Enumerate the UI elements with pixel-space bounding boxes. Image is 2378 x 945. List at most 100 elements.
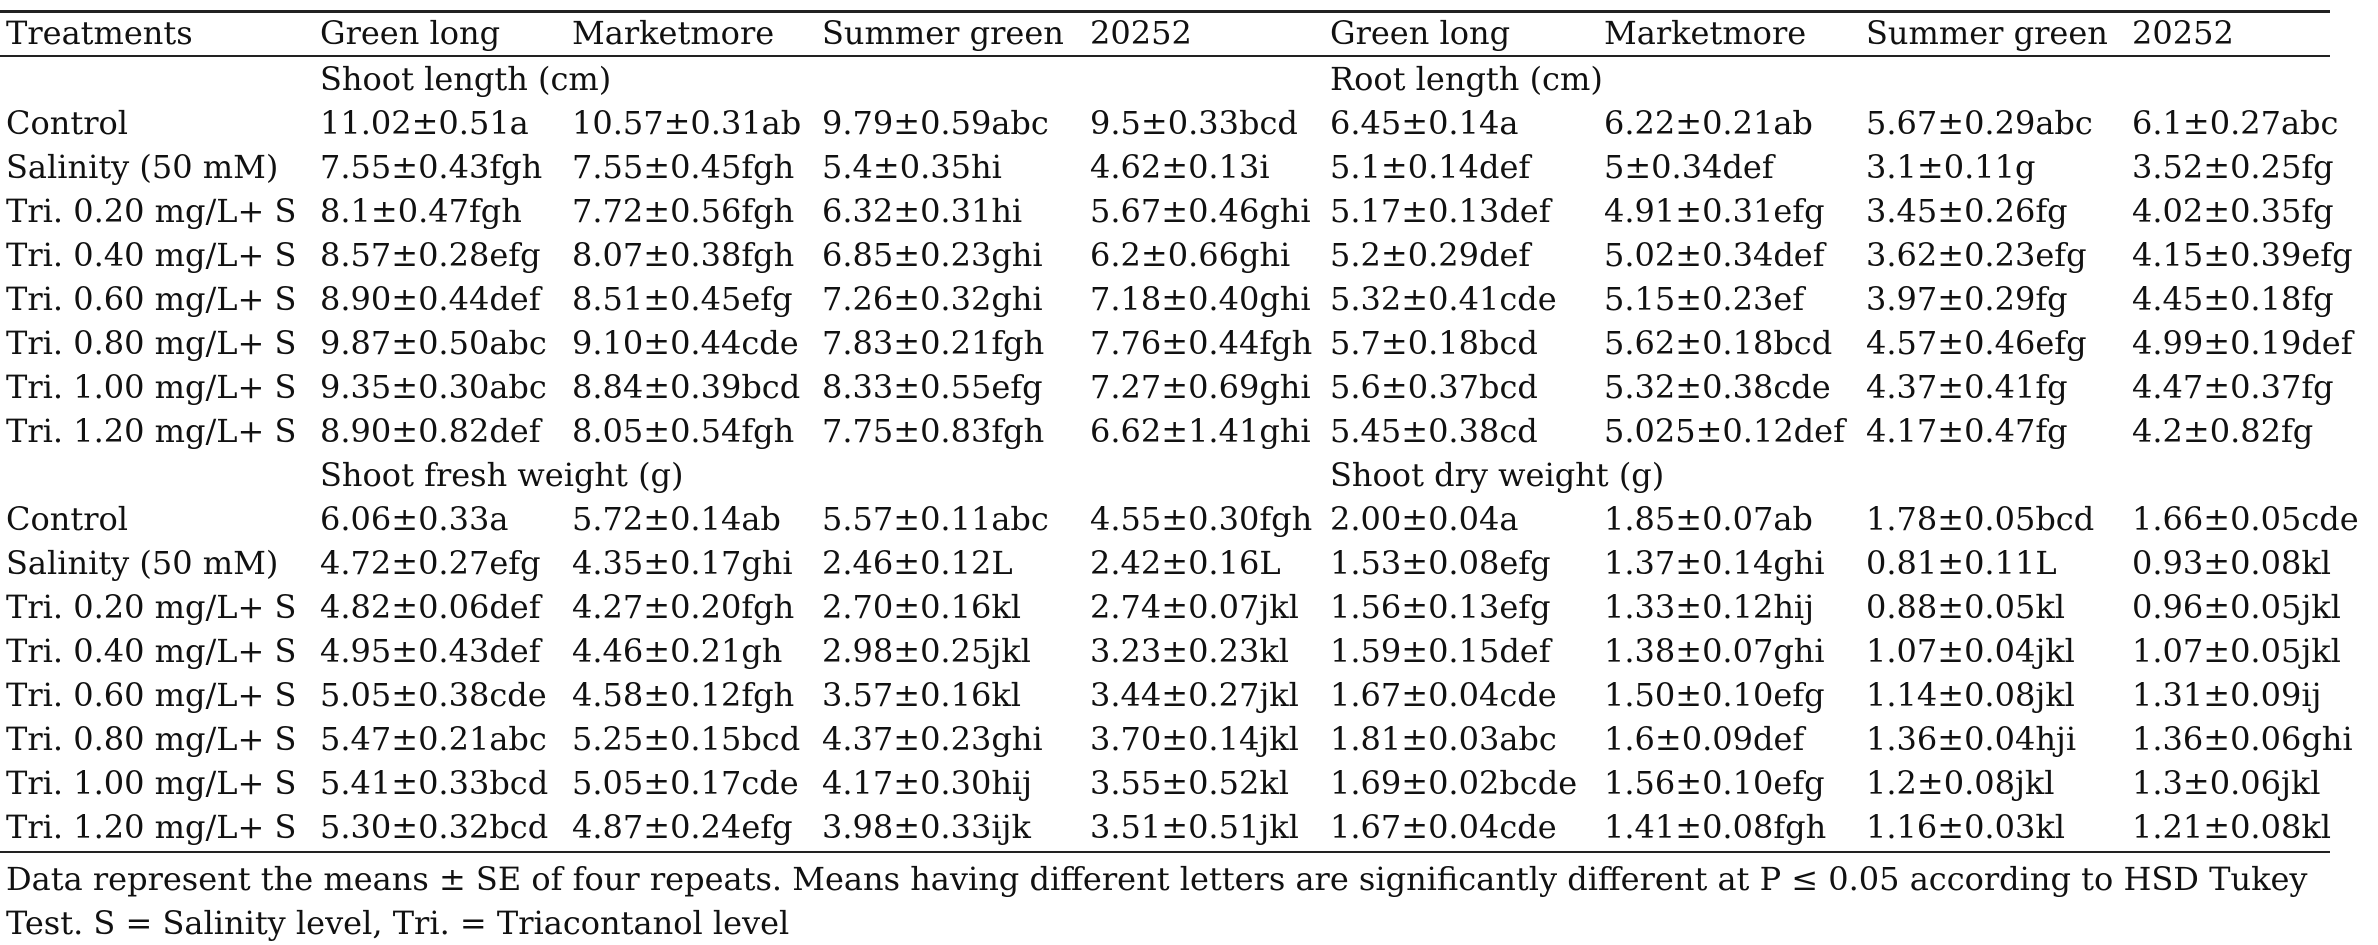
table-cell: 4.95±0.43def [320,632,541,670]
table-cell: 9.79±0.59abc [822,104,1049,142]
treatment-label: Tri. 1.00 mg/L+ S [6,764,297,802]
header-marketmore-left: Marketmore [572,14,775,52]
table-cell: 5.32±0.38cde [1604,368,1831,406]
treatment-label: Tri. 0.80 mg/L+ S [6,720,297,758]
table-cell: 6.62±1.41ghi [1090,412,1311,450]
table-cell: 5.17±0.13def [1330,192,1551,230]
table-cell: 7.75±0.83fgh [822,412,1045,450]
table-cell: 2.46±0.12L [822,544,1013,582]
table-cell: 6.22±0.21ab [1604,104,1813,142]
table-cell: 1.81±0.03abc [1330,720,1557,758]
table-row: Tri. 0.60 mg/L+ S 5.05±0.38cde 4.58±0.12fg… [0,673,2330,717]
table-cell: 6.32±0.31hi [822,192,1023,230]
table-cell: 1.59±0.15def [1330,632,1551,670]
table-row: Tri. 1.20 mg/L+ S 5.30±0.32bcd 4.87±0.24ef… [0,805,2331,849]
table-header-rule [0,55,2330,57]
header-green-long-left: Green long [320,14,501,52]
table-cell: 3.62±0.23efg [1866,236,2087,274]
table-row: Control 6.06±0.33a 5.72±0.14ab 5.57±0.11abc… [0,497,2359,541]
treatment-label: Tri. 1.20 mg/L+ S [6,412,297,450]
header-summer-green-left: Summer green [822,14,1064,52]
table-cell: 8.84±0.39bcd [572,368,801,406]
header-marketmore-right: Marketmore [1604,14,1807,52]
table-cell: 1.37±0.14ghi [1604,544,1825,582]
table-cell: 2.74±0.07jkl [1090,588,1299,626]
table-cell: 2.42±0.16L [1090,544,1281,582]
table-cell: 1.56±0.13efg [1330,588,1551,626]
table-cell: 5.7±0.18bcd [1330,324,1538,362]
table-cell: 0.93±0.08kl [2132,544,2331,582]
table-cell: 3.23±0.23kl [1090,632,1289,670]
table-cell: 5.4±0.35hi [822,148,1002,186]
table-cell: 9.87±0.50abc [320,324,547,362]
table-cell: 5.45±0.38cd [1330,412,1538,450]
table-cell: 8.33±0.55efg [822,368,1043,406]
table-cell: 7.76±0.44fgh [1090,324,1313,362]
table-cell: 3.44±0.27jkl [1090,676,1299,714]
table-row: Tri. 0.40 mg/L+ S 4.95±0.43def 4.46±0.21gh… [0,629,2341,673]
table-row: Salinity (50 mM) 4.72±0.27efg 4.35±0.17ghi… [0,541,2331,585]
table-cell: 4.62±0.13i [1090,148,1270,186]
treatment-label: Salinity (50 mM) [6,148,279,186]
header-treatments: Treatments [6,14,193,52]
header-green-long-right: Green long [1330,14,1511,52]
table-cell: 4.2±0.82fg [2132,412,2314,450]
table-cell: 4.55±0.30fgh [1090,500,1313,538]
table-cell: 8.90±0.82def [320,412,541,450]
treatment-label: Tri. 0.60 mg/L+ S [6,676,297,714]
header-20252-left: 20252 [1090,14,1192,52]
table-cell: 1.07±0.04jkl [1866,632,2075,670]
table-cell: 1.6±0.09def [1604,720,1805,758]
table-row: Control 11.02±0.51a 10.57±0.31ab 9.79±0.59a… [0,101,2338,145]
table-cell: 1.85±0.07ab [1604,500,1813,538]
table-cell: 2.70±0.16kl [822,588,1021,626]
table-row: Salinity (50 mM) 7.55±0.43fgh 7.55±0.45fgh… [0,145,2334,189]
table-header-row: Treatments Green long Marketmore Summer … [0,11,2330,55]
section-title-shoot-length: Shoot length (cm) [320,60,612,98]
treatment-label: Tri. 1.00 mg/L+ S [6,368,297,406]
table-footnote: Data represent the means ± SE of four re… [6,860,2308,942]
treatment-label: Control [6,500,129,538]
table-cell: 1.14±0.08jkl [1866,676,2075,714]
treatment-label: Salinity (50 mM) [6,544,279,582]
section-title-shoot-dry-weight: Shoot dry weight (g) [1330,456,1665,494]
table-row: Tri. 0.80 mg/L+ S 9.87±0.50abc 9.10±0.44cd… [0,321,2353,365]
treatment-label: Control [6,104,129,142]
table-cell: 1.36±0.04hji [1866,720,2077,758]
table-cell: 5.15±0.23ef [1604,280,1805,318]
section-title-root-length: Root length (cm) [1330,60,1603,98]
table-cell: 6.1±0.27abc [2132,104,2339,142]
table-row: Tri. 1.20 mg/L+ S 8.90±0.82def 8.05±0.54fg… [0,409,2330,453]
table-cell: 4.58±0.12fgh [572,676,795,714]
table-cell: 5.72±0.14ab [572,500,781,538]
table-cell: 5±0.34def [1604,148,1774,186]
table-cell: 0.81±0.11L [1866,544,2057,582]
table-cell: 1.41±0.08fgh [1604,808,1827,846]
table-cell: 6.06±0.33a [320,500,509,538]
table-cell: 4.17±0.47fg [1866,412,2068,450]
table-cell: 7.72±0.56fgh [572,192,795,230]
table-cell: 8.51±0.45efg [572,280,793,318]
table-row: Tri. 0.20 mg/L+ S 4.82±0.06def 4.27±0.20fg… [0,585,2341,629]
table-cell: 4.37±0.41fg [1866,368,2068,406]
table-cell: 1.2±0.08jkl [1866,764,2055,802]
table-row: Tri. 0.40 mg/L+ S 8.57±0.28efg 8.07±0.38fg… [0,233,2353,277]
treatment-label: Tri. 0.40 mg/L+ S [6,632,297,670]
table-cell: 9.35±0.30abc [320,368,547,406]
table-cell: 5.1±0.14def [1330,148,1531,186]
table-cell: 9.10±0.44cde [572,324,799,362]
treatment-label: Tri. 0.20 mg/L+ S [6,588,297,626]
section-title-shoot-fresh-weight: Shoot fresh weight (g) [320,456,684,494]
table-cell: 1.07±0.05jkl [2132,632,2341,670]
table-cell: 5.62±0.18bcd [1604,324,1833,362]
header-summer-green-right: Summer green [1866,14,2108,52]
table-cell: 8.1±0.47fgh [320,192,522,230]
table-cell: 5.02±0.34def [1604,236,1825,274]
table-cell: 4.72±0.27efg [320,544,541,582]
table-cell: 0.88±0.05kl [1866,588,2065,626]
table-cell: 0.96±0.05jkl [2132,588,2341,626]
table-cell: 3.45±0.26fg [1866,192,2068,230]
table-cell: 4.47±0.37fg [2132,368,2334,406]
table-cell: 7.55±0.45fgh [572,148,795,186]
table-cell: 5.025±0.12def [1604,412,1845,450]
